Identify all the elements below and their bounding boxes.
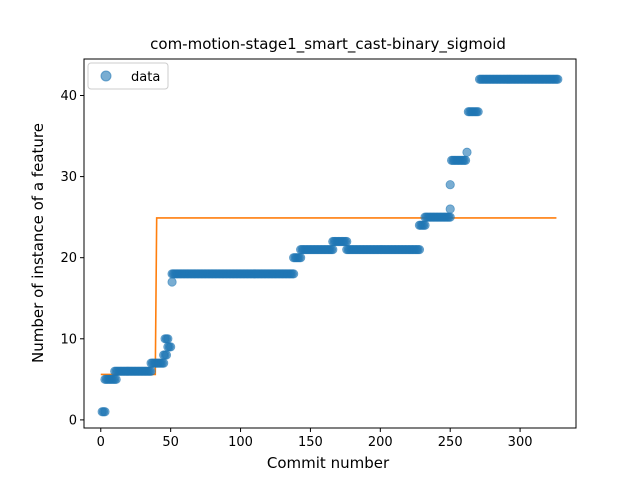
legend-marker [101, 71, 111, 81]
y-tick-label: 0 [69, 413, 77, 428]
data-point [147, 367, 155, 375]
data-point [162, 351, 170, 359]
data-point [168, 278, 176, 286]
data-point [421, 221, 429, 229]
x-tick-label: 100 [228, 435, 253, 450]
y-axis-label: Number of instance of a feature [29, 123, 47, 363]
data-point [343, 237, 351, 245]
data-point [296, 253, 304, 261]
data-point [289, 270, 297, 278]
data-point [446, 205, 454, 213]
data-point [159, 359, 167, 367]
data-point [461, 156, 469, 164]
data-point [474, 108, 482, 116]
data-point [164, 335, 172, 343]
data-point [446, 213, 454, 221]
y-tick-label: 20 [60, 251, 77, 266]
data-point [101, 408, 109, 416]
data-point [166, 343, 174, 351]
data-point [329, 245, 337, 253]
data-point [554, 75, 562, 83]
y-tick-label: 40 [60, 89, 77, 104]
x-tick-label: 0 [97, 435, 105, 450]
data-point [112, 375, 120, 383]
x-axis-label: Commit number [267, 454, 390, 472]
data-point [463, 148, 471, 156]
x-tick-label: 50 [162, 435, 179, 450]
data-point [415, 245, 423, 253]
chart-title: com-motion-stage1_smart_cast-binary_sigm… [150, 35, 506, 54]
data-point [446, 181, 454, 189]
x-tick-label: 300 [508, 435, 533, 450]
x-tick-label: 200 [368, 435, 393, 450]
legend: data [88, 63, 168, 89]
y-tick-label: 10 [60, 332, 77, 347]
x-tick-label: 250 [438, 435, 463, 450]
x-tick-label: 150 [298, 435, 323, 450]
y-tick-label: 30 [60, 170, 77, 185]
legend-entry-data: data [131, 70, 160, 85]
